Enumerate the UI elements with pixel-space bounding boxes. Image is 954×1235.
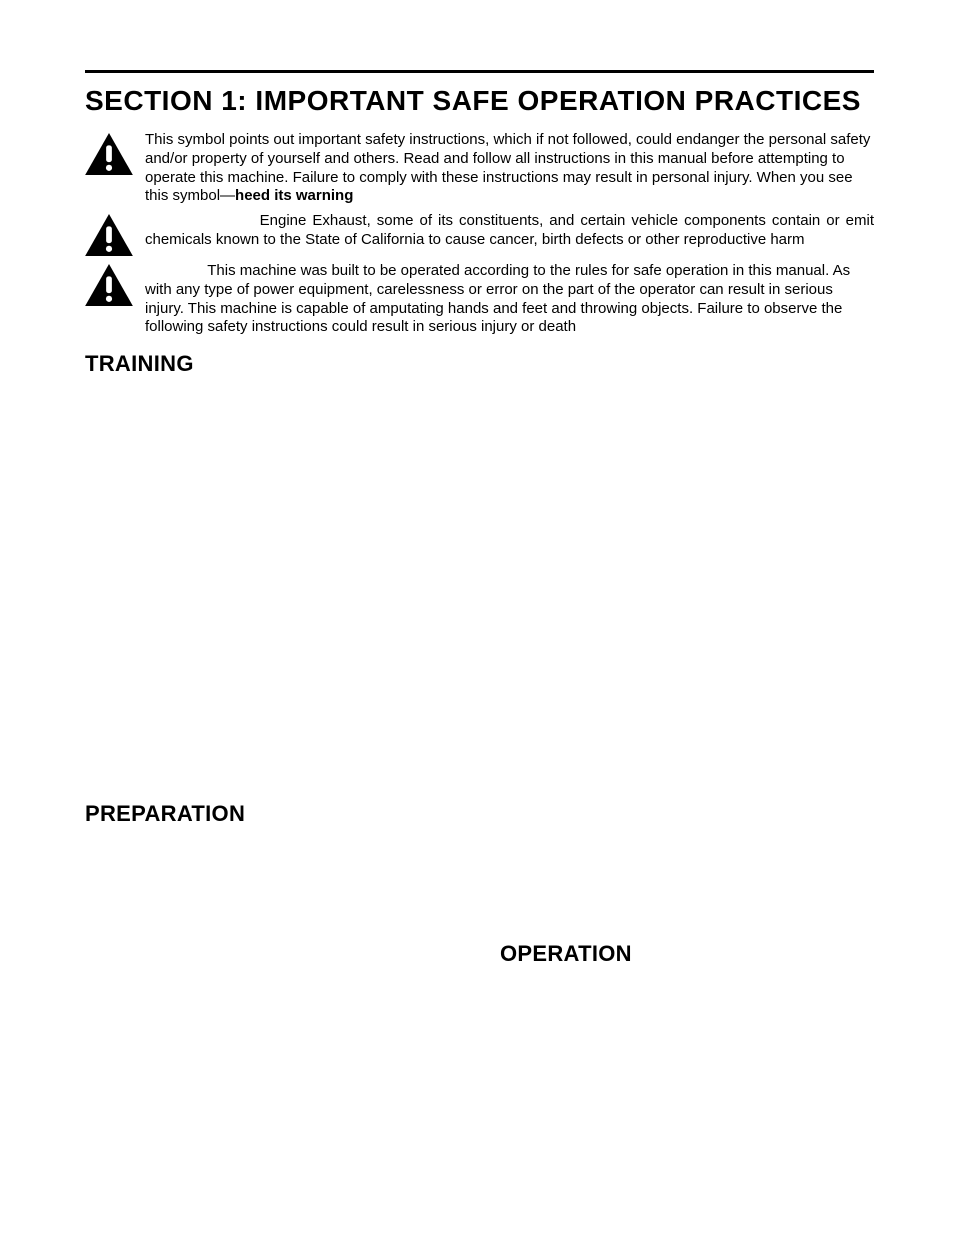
heading-training: TRAINING: [85, 351, 874, 377]
preparation-body-placeholder: [85, 827, 874, 927]
indent-lead: [145, 212, 260, 229]
heading-operation: OPERATION: [85, 941, 874, 967]
training-body-placeholder: [85, 377, 874, 787]
warning-text: This symbol points out important safety …: [145, 131, 874, 206]
warning-triangle-icon: [85, 131, 145, 175]
warning-text: Engine Exhaust, some of its constituents…: [145, 212, 874, 250]
warning-block: This symbol points out important safety …: [85, 131, 874, 206]
warning-body-bold: heed its warning: [235, 187, 353, 204]
warning-triangle-icon: [85, 262, 145, 306]
warning-block: Engine Exhaust, some of its constituents…: [85, 212, 874, 256]
warning-body: This machine was built to be operated ac…: [145, 262, 850, 335]
warning-text: This machine was built to be operated ac…: [145, 262, 874, 337]
warning-triangle-icon: [85, 212, 145, 256]
indent-lead: [145, 262, 207, 279]
heading-preparation: PREPARATION: [85, 801, 874, 827]
warning-block: This machine was built to be operated ac…: [85, 262, 874, 337]
section-title: SECTION 1: IMPORTANT SAFE OPERATION PRAC…: [85, 85, 874, 117]
